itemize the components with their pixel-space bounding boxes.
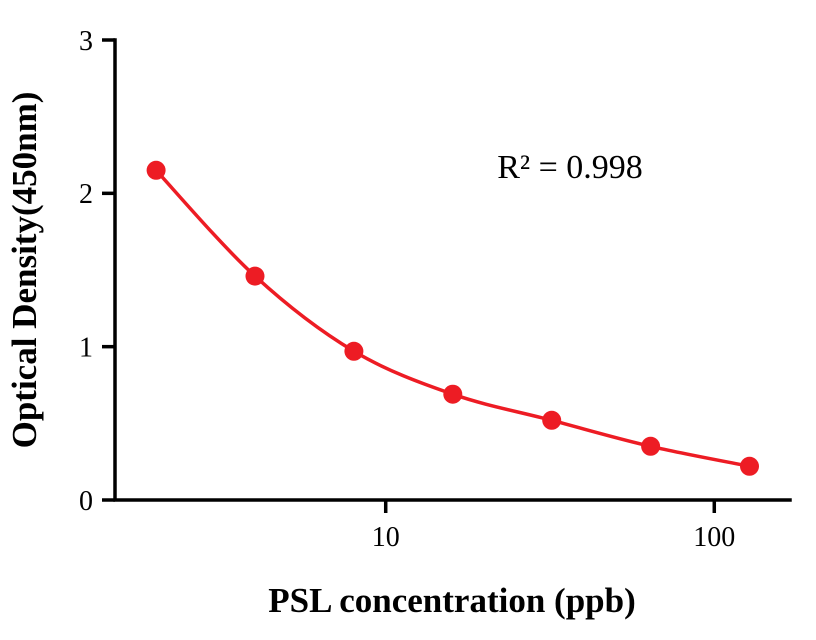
x-tick-label: 100 — [693, 522, 735, 553]
y-tick-label: 1 — [79, 332, 93, 363]
data-point — [245, 266, 265, 286]
data-point — [740, 456, 759, 476]
r-squared-annotation: R² = 0.998 — [497, 149, 643, 186]
axes — [113, 38, 792, 502]
data-point — [542, 410, 562, 430]
data-point — [146, 160, 166, 180]
y-axis-label: Optical Density(450nm) — [5, 92, 44, 449]
x-tick-label: 10 — [372, 522, 400, 553]
y-tick-label: 3 — [79, 26, 93, 57]
y-tick-label: 2 — [79, 179, 93, 210]
fit-curve — [154, 169, 750, 469]
data-point — [344, 341, 364, 361]
data-point — [641, 436, 661, 456]
data-point — [443, 384, 463, 404]
plot-area: 0 1 2 3 10 100 — [79, 26, 792, 553]
y-tick-label: 0 — [79, 486, 93, 517]
x-axis-label: PSL concentration (ppb) — [268, 581, 636, 620]
